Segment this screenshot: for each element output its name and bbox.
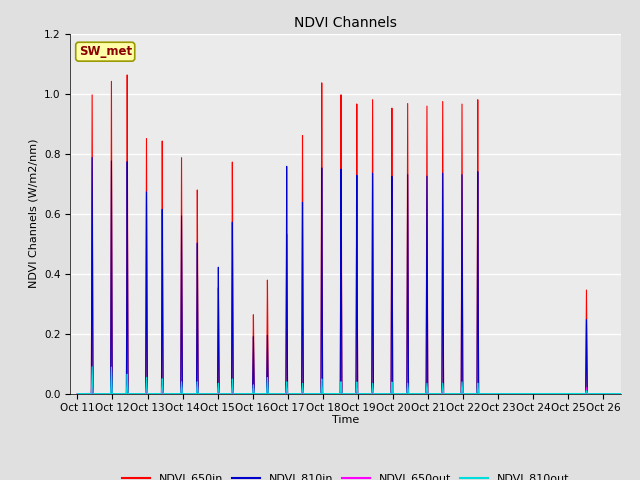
X-axis label: Time: Time [332, 415, 359, 425]
Title: NDVI Channels: NDVI Channels [294, 16, 397, 30]
Text: SW_met: SW_met [79, 45, 132, 58]
Legend: NDVI_650in, NDVI_810in, NDVI_650out, NDVI_810out: NDVI_650in, NDVI_810in, NDVI_650out, NDV… [118, 469, 573, 480]
Y-axis label: NDVI Channels (W/m2/nm): NDVI Channels (W/m2/nm) [29, 139, 38, 288]
